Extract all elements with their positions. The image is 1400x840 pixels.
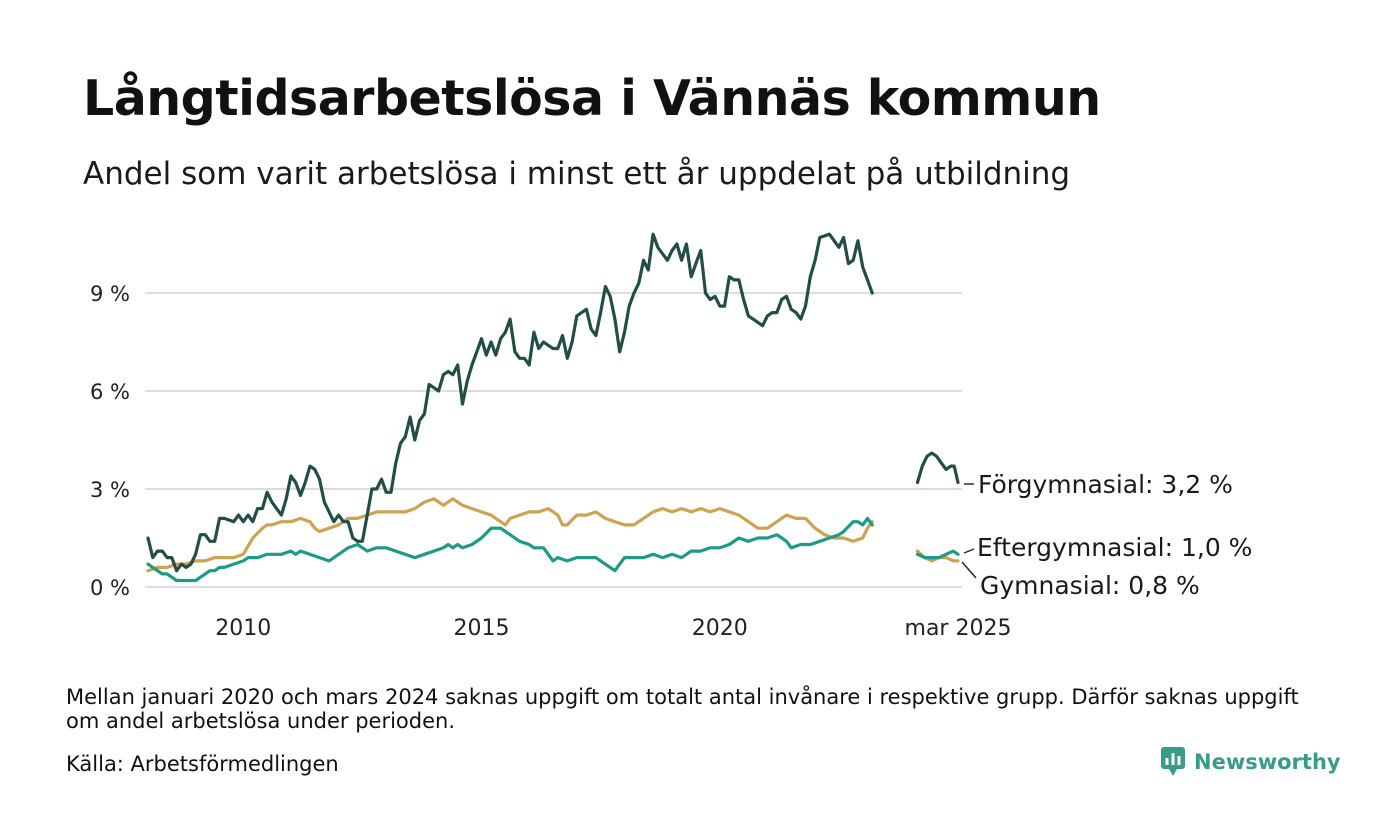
x-tick-label: 2010 — [215, 616, 271, 641]
x-tick-label: mar 2025 — [905, 616, 1012, 641]
newsworthy-logo-icon — [1161, 747, 1185, 776]
series-line-f-rgymnasial-segment-1 — [146, 232, 874, 573]
series-end-label: Förgymnasial: 3,2 % — [978, 470, 1233, 499]
series-end-label: Gymnasial: 0,8 % — [980, 571, 1200, 600]
footnote: Mellan januari 2020 och mars 2024 saknas… — [66, 685, 1299, 733]
line-chart: 0 % 3 % 6 % 9 % 2010 2015 2020 mar 2025 Förgym… — [90, 232, 1252, 641]
series-lines — [146, 232, 960, 583]
chart-subtitle: Andel som varit arbetslösa i minst ett å… — [83, 156, 1071, 192]
series-line-eftergymnasial-segment-2 — [915, 549, 960, 560]
brand-logo: Newsworthy — [1160, 746, 1341, 778]
y-tick-label: 0 % — [90, 576, 130, 600]
x-axis-ticks: 2010 2015 2020 mar 2025 — [215, 616, 1011, 641]
series-line-eftergymnasial-segment-1 — [146, 516, 874, 583]
x-tick-label: 2020 — [692, 616, 748, 641]
series-end-labels: Förgymnasial: 3,2 % Eftergymnasial: 1,0 %… — [961, 470, 1252, 600]
leader-line — [961, 561, 977, 579]
x-tick-label: 2015 — [454, 616, 510, 641]
y-tick-label: 6 % — [90, 380, 130, 404]
chart-title: Långtidsarbetslösa i Vännäs kommun — [83, 70, 1101, 127]
gridlines — [145, 292, 962, 588]
brand-name: Newsworthy — [1194, 750, 1341, 774]
y-tick-label: 9 % — [90, 282, 130, 306]
source-note: Källa: Arbetsförmedlingen — [66, 752, 339, 776]
series-line-f-rgymnasial-segment-2 — [915, 451, 960, 485]
y-tick-label: 3 % — [90, 478, 130, 502]
y-axis-ticks: 0 % 3 % 6 % 9 % — [90, 282, 130, 600]
leader-line — [963, 548, 975, 554]
series-line-gymnasial-segment-1 — [146, 497, 874, 573]
series-end-label: Eftergymnasial: 1,0 % — [977, 533, 1252, 562]
